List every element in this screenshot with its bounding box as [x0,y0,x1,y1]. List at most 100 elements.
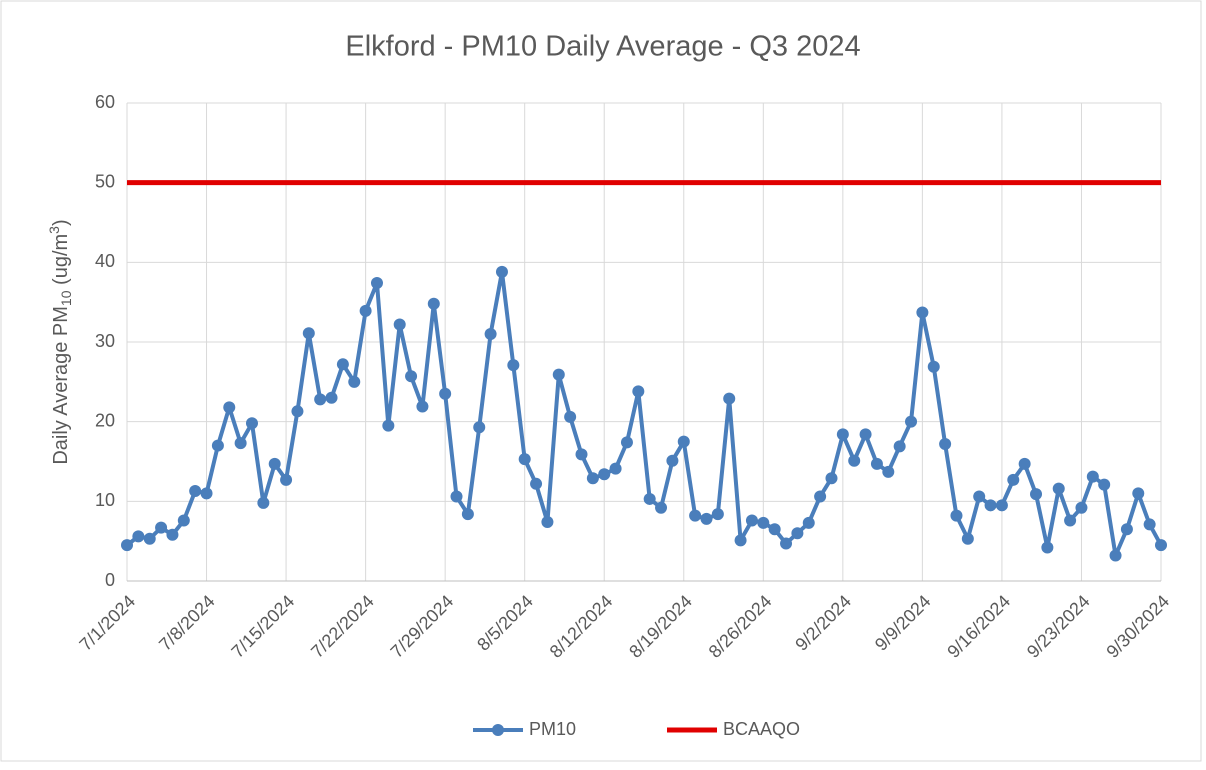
point [870,457,883,470]
point [643,492,656,505]
point [507,359,520,372]
y-axis-label: Daily Average PM10 (ug/m3) [46,219,74,464]
point [450,490,463,503]
point [132,530,145,543]
point [314,393,327,406]
point [575,448,588,461]
point [291,405,304,418]
point [689,509,702,522]
point [473,421,486,434]
y-tick-label: 40 [95,251,115,271]
point [1007,473,1020,486]
chart-title: Elkford - PM10 Daily Average - Q3 2024 [345,31,860,63]
point [155,521,168,534]
point [927,360,940,373]
y-tick-label: 60 [95,92,115,112]
point [939,437,952,450]
y-tick-label: 50 [95,171,115,191]
point [393,318,406,331]
y-label-sup: 3 [46,226,62,234]
legend-label: PM10 [529,719,576,739]
point [905,415,918,428]
point [223,401,236,414]
legend-marker [492,724,504,736]
point [541,516,554,529]
point [791,527,804,540]
point [348,375,361,388]
point [1041,541,1054,554]
point [495,265,508,278]
point [995,499,1008,512]
point [245,417,258,430]
point [1120,523,1133,536]
point [882,465,895,478]
point [461,508,474,521]
point [143,532,156,545]
point [336,358,349,371]
point [973,490,986,503]
point [518,453,531,466]
point [1075,501,1088,514]
point [382,419,395,432]
point [780,537,793,550]
point [632,385,645,398]
point [609,462,622,475]
point [655,501,668,514]
point [700,512,713,525]
point [893,440,906,453]
point [1098,478,1111,491]
point [859,428,872,441]
point [405,370,418,383]
point [745,514,758,527]
point [280,473,293,486]
y-tick-label: 0 [105,570,115,590]
y-label-mid: (ug/m [50,234,72,291]
point [1132,487,1145,500]
point [620,436,633,449]
point [302,327,315,340]
point [1109,549,1122,562]
point [370,277,383,290]
point [552,368,565,381]
point [439,387,452,400]
point [200,487,213,500]
point [1143,518,1156,531]
point [984,499,997,512]
point [211,439,224,452]
point [768,523,781,536]
point [268,457,281,470]
point [666,454,679,467]
point [564,410,577,423]
point [121,539,133,552]
point [427,297,440,310]
point [189,484,202,497]
y-tick-label: 10 [95,490,115,510]
point [1155,539,1167,552]
point [757,516,770,529]
point [916,306,929,319]
point [836,428,849,441]
point [166,528,179,541]
point [1030,488,1043,501]
point [1086,470,1099,483]
point [950,509,963,522]
point [802,516,815,529]
point [325,391,338,404]
point [1018,457,1031,470]
point [961,532,974,545]
legend-label: BCAAQO [723,719,800,739]
point [825,472,838,485]
point [257,496,270,509]
point [234,437,247,450]
point [711,508,724,521]
point [586,472,599,485]
point [677,435,690,448]
y-label-end: ) [50,219,72,226]
point [734,534,747,547]
point [1052,482,1065,495]
point [484,328,497,341]
point [723,392,736,405]
point [177,514,190,527]
